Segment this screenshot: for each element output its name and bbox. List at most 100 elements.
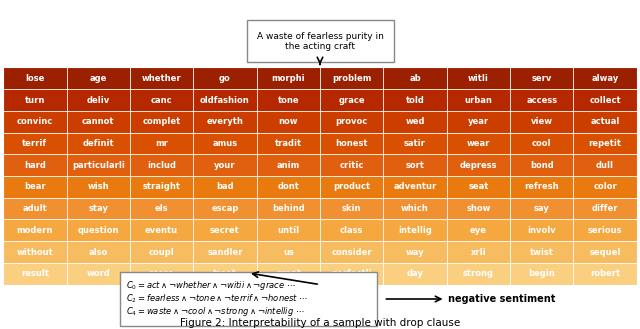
Text: without: without	[17, 247, 53, 257]
Text: result: result	[21, 269, 49, 278]
Text: secret: secret	[210, 226, 240, 235]
Text: critic: critic	[339, 161, 364, 170]
Text: word: word	[86, 269, 110, 278]
Text: show: show	[466, 204, 491, 213]
Text: repetit: repetit	[589, 139, 621, 148]
Text: negative sentiment: negative sentiment	[449, 294, 556, 304]
Text: consider: consider	[332, 247, 372, 257]
Text: say: say	[534, 204, 550, 213]
Text: eventu: eventu	[145, 226, 178, 235]
Text: bear: bear	[24, 182, 45, 191]
Text: year: year	[468, 117, 489, 126]
Text: until: until	[277, 226, 300, 235]
Text: behind: behind	[272, 204, 305, 213]
Text: honest: honest	[335, 139, 368, 148]
Text: view: view	[531, 117, 553, 126]
Text: us: us	[283, 247, 294, 257]
Text: go: go	[219, 74, 231, 83]
Text: collect: collect	[589, 95, 621, 105]
Text: whether: whether	[142, 74, 181, 83]
Text: particularli: particularli	[72, 161, 125, 170]
Text: differ: differ	[592, 204, 618, 213]
Text: class: class	[340, 226, 364, 235]
Bar	[3, 67, 637, 89]
Text: urban: urban	[465, 95, 492, 105]
Text: coupl: coupl	[148, 247, 175, 257]
Text: seat: seat	[468, 182, 488, 191]
Text: dull: dull	[596, 161, 614, 170]
Bar	[3, 111, 637, 133]
Text: satir: satir	[404, 139, 426, 148]
Text: xrli: xrli	[470, 247, 486, 257]
Text: begin: begin	[529, 269, 555, 278]
Text: also: also	[88, 247, 108, 257]
Text: day: day	[406, 269, 424, 278]
Text: cool: cool	[532, 139, 552, 148]
Text: problem: problem	[332, 74, 371, 83]
Text: involv: involv	[527, 226, 556, 235]
Text: $C_2 = fearless \wedge \neg tone \wedge \neg terrif \wedge \neg honest\ \cdots$: $C_2 = fearless \wedge \neg tone \wedge …	[127, 293, 309, 305]
Text: refresh: refresh	[524, 182, 559, 191]
Text: grant: grant	[275, 269, 301, 278]
Text: deliv: deliv	[86, 95, 110, 105]
Text: hard: hard	[24, 161, 46, 170]
Bar	[3, 133, 637, 154]
Text: tone: tone	[278, 95, 299, 105]
Text: oldfashion: oldfashion	[200, 95, 250, 105]
Bar	[3, 198, 637, 219]
Text: amus: amus	[212, 139, 237, 148]
Text: age: age	[90, 74, 107, 83]
Text: depress: depress	[460, 161, 497, 170]
Text: strong: strong	[463, 269, 494, 278]
Text: eye: eye	[470, 226, 487, 235]
Text: which: which	[401, 204, 429, 213]
Bar	[3, 263, 637, 285]
Text: adult: adult	[22, 204, 47, 213]
Text: sort: sort	[406, 161, 424, 170]
Text: serv: serv	[532, 74, 552, 83]
Bar	[3, 154, 637, 176]
Text: includ: includ	[147, 161, 176, 170]
Text: complet: complet	[143, 117, 180, 126]
FancyBboxPatch shape	[246, 20, 394, 63]
Text: Figure 2: Interpretability of a sample with drop clause: Figure 2: Interpretability of a sample w…	[180, 318, 460, 328]
Text: alway: alway	[591, 74, 619, 83]
Text: ab: ab	[409, 74, 421, 83]
Text: grace: grace	[339, 95, 365, 105]
Text: dont: dont	[277, 182, 300, 191]
Text: A waste of fearless purity in
the acting craft: A waste of fearless purity in the acting…	[257, 32, 383, 51]
Text: your: your	[214, 161, 236, 170]
Text: treat: treat	[213, 269, 237, 278]
Text: terrif: terrif	[22, 139, 47, 148]
Text: everyth: everyth	[207, 117, 243, 126]
Text: sandler: sandler	[207, 247, 243, 257]
Text: skin: skin	[342, 204, 362, 213]
Text: wear: wear	[467, 139, 490, 148]
Text: robert: robert	[590, 269, 620, 278]
Text: adventur: adventur	[394, 182, 436, 191]
Text: $C_0 = act \wedge \neg whether \wedge \neg witii \wedge \neg grace\ \cdots$: $C_0 = act \wedge \neg whether \wedge \n…	[127, 280, 296, 292]
Text: intellig: intellig	[398, 226, 432, 235]
Text: provoc: provoc	[335, 117, 368, 126]
Text: straight: straight	[143, 182, 180, 191]
Text: anim: anim	[276, 161, 300, 170]
Text: convinc: convinc	[17, 117, 53, 126]
Text: witli: witli	[468, 74, 489, 83]
Text: wish: wish	[88, 182, 109, 191]
Text: perfectli: perfectli	[332, 269, 372, 278]
Text: actual: actual	[591, 117, 620, 126]
Text: canc: canc	[151, 95, 172, 105]
Text: $C_4 = waste \wedge \neg cool \wedge \neg strong \wedge \neg intellig\ \cdots$: $C_4 = waste \wedge \neg cool \wedge \ne…	[127, 306, 305, 318]
Text: bad: bad	[216, 182, 234, 191]
Text: mr: mr	[155, 139, 168, 148]
Text: color: color	[593, 182, 617, 191]
Bar	[3, 219, 637, 241]
Text: els: els	[155, 204, 168, 213]
Text: score: score	[148, 269, 175, 278]
Text: sequel: sequel	[589, 247, 621, 257]
Text: twist: twist	[530, 247, 554, 257]
Bar	[3, 67, 637, 285]
Text: morphi: morphi	[271, 74, 305, 83]
Text: question: question	[77, 226, 119, 235]
Text: modern: modern	[17, 226, 53, 235]
